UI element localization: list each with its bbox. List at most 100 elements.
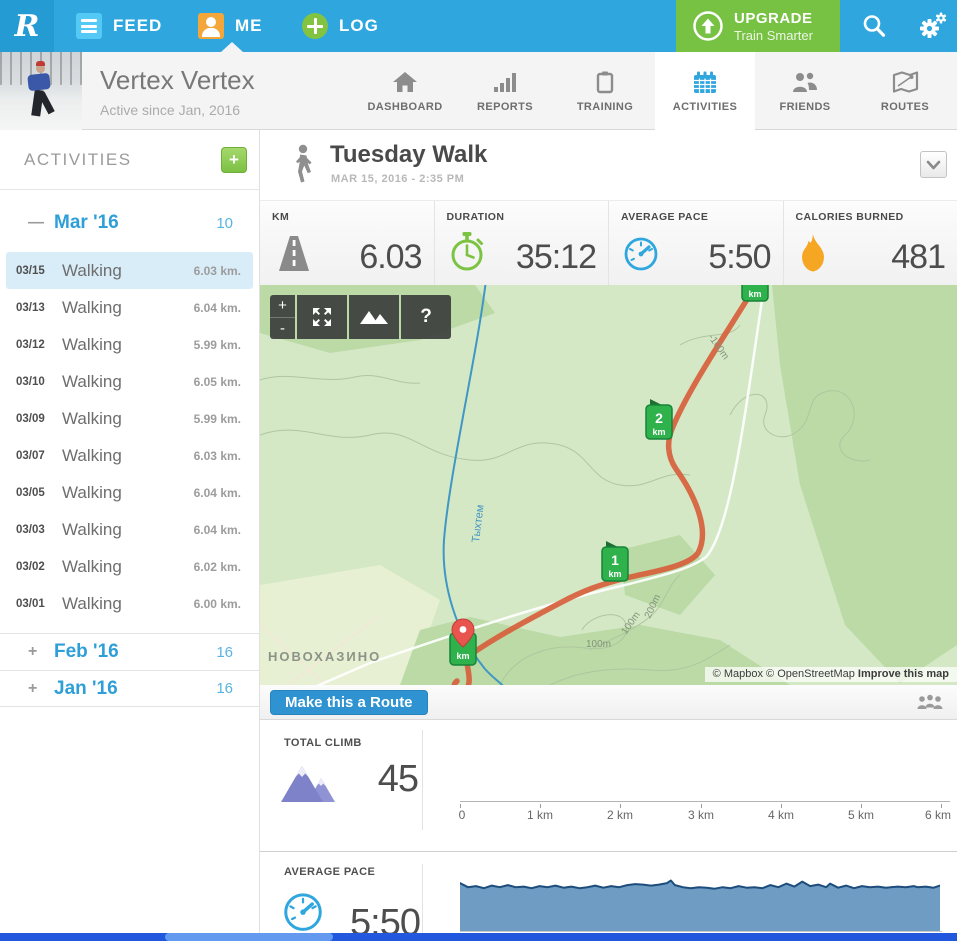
start-pin-icon	[451, 618, 475, 648]
activity-distance: 5.99 km.	[193, 337, 241, 352]
stat-calories: CALORIES BURNED 481	[782, 201, 957, 285]
fullscreen-button[interactable]	[297, 295, 347, 339]
search-icon[interactable]	[861, 13, 887, 39]
map-attribution: © Mapbox © OpenStreetMap Improve this ma…	[704, 667, 957, 682]
month-label: Jan '16	[54, 677, 118, 699]
activity-row[interactable]: 03/13 Walking 6.04 km.	[6, 289, 253, 326]
tab-label: REPORTS	[477, 100, 533, 113]
axis-tick-label: 0	[458, 808, 466, 822]
add-activity-button[interactable]: +	[221, 147, 247, 173]
axis-tick-label: 3 km	[687, 808, 715, 822]
activity-row[interactable]: 03/01 Walking 6.00 km.	[6, 585, 253, 622]
activity-title-row: Tuesday Walk MAR 15, 2016 - 2:35 PM	[260, 130, 957, 200]
month-group-feb[interactable]: + Feb '16 16	[0, 633, 259, 670]
activity-row[interactable]: 03/05 Walking 6.04 km.	[6, 474, 253, 511]
runkeeper-logo[interactable]: R	[0, 0, 54, 52]
activity-options-button[interactable]	[920, 151, 947, 178]
activity-row[interactable]: 03/09 Walking 5.99 km.	[6, 400, 253, 437]
nav-item-feed[interactable]: FEED	[76, 0, 162, 52]
mountains-icon	[360, 311, 388, 324]
map-zoom-control: + -	[270, 295, 295, 339]
map-controls: + -	[270, 295, 451, 339]
walker-icon	[296, 144, 312, 183]
osm-credit[interactable]: © OpenStreetMap	[766, 668, 855, 680]
routes-map-icon	[892, 70, 919, 93]
average-pace-label: AVERAGE PACE	[284, 866, 376, 878]
active-nav-caret	[221, 42, 243, 52]
gear-icon[interactable]	[916, 11, 948, 41]
clipboard-icon	[596, 71, 614, 93]
me-icon	[198, 13, 224, 39]
terrain-toggle-button[interactable]	[349, 295, 399, 339]
activity-distance: 6.03 km.	[193, 263, 241, 278]
month-group-jan[interactable]: + Jan '16 16	[0, 670, 259, 707]
mapbox-credit[interactable]: © Mapbox	[712, 668, 763, 680]
upgrade-subtitle: Train Smarter	[734, 27, 813, 43]
road-icon	[279, 236, 309, 271]
stat-value: 6.03	[359, 238, 422, 276]
stats-bar: KM 6.03 DURATION 35:12	[260, 200, 957, 285]
tab-label: FRIENDS	[779, 100, 831, 113]
gauge-icon	[624, 237, 658, 271]
chevron-down-icon	[926, 160, 941, 169]
zoom-in-button[interactable]: +	[270, 295, 295, 318]
upgrade-arrow-icon	[693, 11, 723, 41]
activity-type: Walking	[62, 371, 122, 391]
upgrade-button[interactable]: UPGRADE Train Smarter	[676, 0, 840, 52]
home-icon	[393, 71, 417, 92]
km-marker-top: 3 km	[741, 285, 769, 302]
sidebar-title: ACTIVITIES	[24, 150, 132, 169]
nav-item-log[interactable]: LOG	[302, 0, 379, 52]
month-count: 16	[216, 643, 233, 661]
activity-distance: 6.04 km.	[193, 300, 241, 315]
activity-date: 03/05	[16, 486, 45, 499]
group-visibility-icon[interactable]	[916, 694, 944, 711]
activity-row[interactable]: 03/10 Walking 6.05 km.	[6, 363, 253, 400]
activity-distance: 5.99 km.	[193, 411, 241, 426]
logo-letter: R	[14, 8, 40, 44]
month-count: 16	[216, 680, 233, 697]
activity-row[interactable]: 03/12 Walking 5.99 km.	[6, 326, 253, 363]
svg-text:3: 3	[751, 285, 759, 288]
scrollbar-thumb[interactable]	[165, 933, 333, 941]
zoom-out-button[interactable]: -	[270, 317, 295, 339]
improve-map-link[interactable]: Improve this map	[857, 668, 949, 680]
route-map[interactable]: НОВОХАЗИНО Тыхтем 100m 100m 200m -100m 1…	[260, 285, 957, 685]
map-canvas: НОВОХАЗИНО Тыхтем 100m 100m 200m -100m 1…	[260, 285, 957, 685]
average-pace-section: AVERAGE PACE 5:50	[260, 852, 957, 941]
bar-chart-icon	[494, 72, 516, 92]
start-marker: km	[449, 618, 477, 666]
activity-row[interactable]: 03/07 Walking 6.03 km.	[6, 437, 253, 474]
activity-row-selected[interactable]: 03/15 Walking 6.03 km.	[6, 252, 253, 289]
activity-type: Walking	[62, 556, 122, 576]
month-label: Mar '16	[54, 212, 119, 233]
sidebar-header: ACTIVITIES +	[0, 130, 259, 190]
me-label: ME	[235, 16, 263, 35]
make-route-button[interactable]: Make this a Route	[270, 690, 428, 715]
activities-sidebar: ACTIVITIES + — Mar '16 10 03/15 Walking …	[0, 130, 260, 941]
tab-reports[interactable]: REPORTS	[455, 52, 555, 130]
svg-text:2: 2	[655, 410, 663, 426]
activity-row[interactable]: 03/02 Walking 6.02 km.	[6, 548, 253, 585]
activity-detail-panel: Tuesday Walk MAR 15, 2016 - 2:35 PM KM 6…	[260, 130, 957, 941]
expand-icon	[313, 308, 331, 326]
month-group-mar[interactable]: — Mar '16 10	[0, 198, 259, 248]
stat-label: CALORIES BURNED	[795, 211, 904, 223]
km-marker-2: 2 km	[645, 399, 673, 440]
nav-item-me[interactable]: ME	[198, 0, 263, 52]
tab-friends[interactable]: FRIENDS	[755, 52, 855, 130]
tab-dashboard[interactable]: DASHBOARD	[355, 52, 455, 130]
tab-routes[interactable]: ROUTES	[855, 52, 955, 130]
activity-row[interactable]: 03/03 Walking 6.04 km.	[6, 511, 253, 548]
activity-list: 03/15 Walking 6.03 km. 03/13 Walking 6.0…	[0, 252, 259, 622]
activity-type: Walking	[62, 408, 122, 428]
activity-type: Walking	[62, 519, 122, 539]
horizontal-scrollbar[interactable]	[0, 933, 957, 941]
tab-activities[interactable]: ACTIVITIES	[655, 52, 755, 130]
stat-value: 5:50	[708, 238, 771, 276]
month-label: Feb '16	[54, 641, 119, 662]
avatar[interactable]	[0, 52, 82, 130]
axis-tick-label: 1 km	[526, 808, 554, 822]
tab-training[interactable]: TRAINING	[555, 52, 655, 130]
map-help-button[interactable]: ?	[401, 295, 451, 339]
